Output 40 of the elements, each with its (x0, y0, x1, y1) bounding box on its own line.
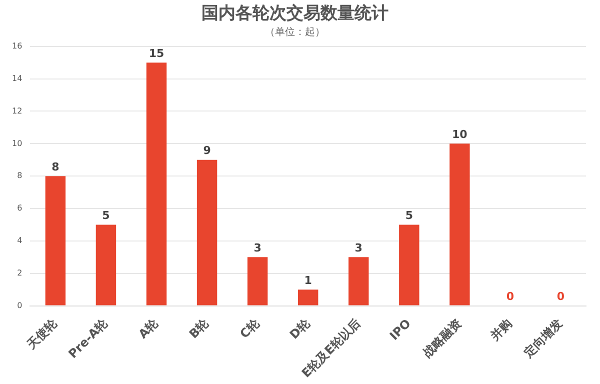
y-tick-label: 4 (17, 236, 22, 246)
bar (96, 224, 116, 306)
chart-title: 国内各轮次交易数量统计 (202, 4, 388, 24)
data-label: 9 (203, 144, 211, 158)
x-tick-label: 战略融资 (420, 316, 464, 360)
bar (450, 144, 470, 306)
y-tick-label: 8 (17, 171, 22, 180)
y-tick-label: 6 (17, 204, 22, 213)
data-label: 5 (405, 209, 413, 222)
x-tick-label: A轮 (136, 316, 162, 342)
bar (196, 160, 218, 306)
bar (146, 62, 167, 306)
x-tick-label: B轮 (186, 316, 212, 342)
y-tick-label: 14 (12, 74, 22, 83)
data-label: 10 (452, 128, 468, 142)
data-label: 5 (102, 209, 110, 222)
x-tick-label: D轮 (286, 316, 314, 342)
x-tick-label: 定向增发 (520, 316, 566, 361)
x-tick-label: 天使轮 (24, 316, 60, 352)
data-label: 15 (148, 46, 164, 60)
x-tick-label: C轮 (237, 316, 263, 341)
y-tick-label: 2 (17, 268, 22, 278)
bar (399, 224, 420, 306)
data-label: 3 (254, 242, 262, 255)
data-label: 0 (506, 290, 514, 304)
y-tick-label: 16 (12, 41, 22, 50)
data-label: 8 (52, 160, 60, 174)
y-tick-label: 10 (12, 138, 22, 148)
bar (45, 176, 66, 306)
chart-subtitle: （单位：起） (265, 26, 325, 38)
bar (348, 257, 369, 306)
x-tick-label: 并购 (486, 316, 515, 344)
y-tick-label: 12 (12, 106, 22, 116)
y-tick-label: 0 (17, 300, 22, 310)
bar (298, 290, 318, 306)
x-tick-label: IPO (386, 316, 414, 343)
data-label: 0 (556, 290, 565, 304)
data-label: 1 (304, 274, 312, 287)
data-label: 3 (354, 242, 362, 255)
bar (247, 257, 268, 306)
